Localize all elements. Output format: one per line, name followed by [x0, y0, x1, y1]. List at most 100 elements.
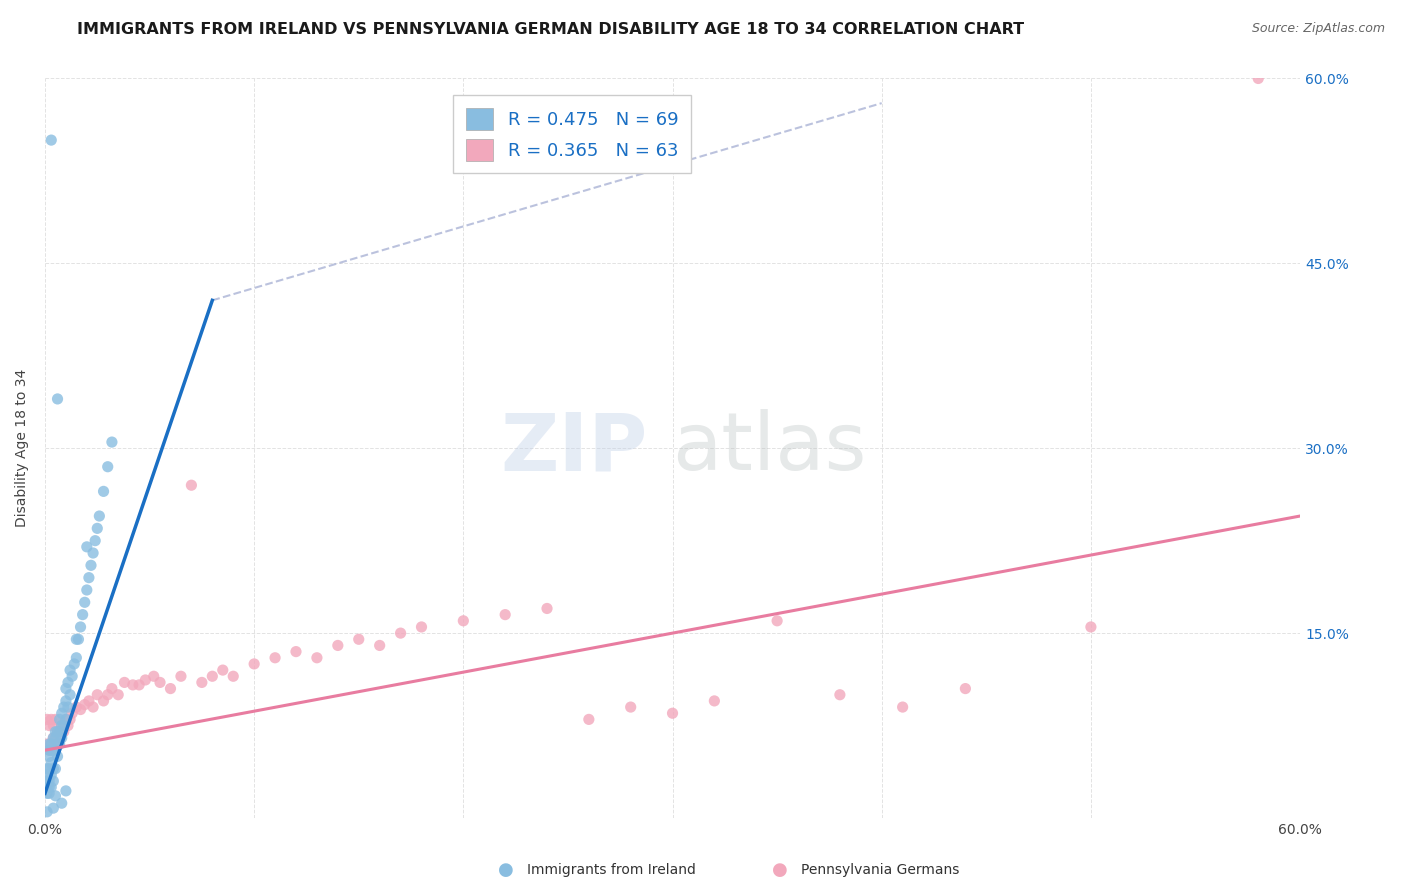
Point — [65, 632, 87, 647]
Point — [63, 657, 86, 671]
Point — [35, 805, 58, 819]
Point — [93, 484, 115, 499]
Point — [82, 546, 104, 560]
Point — [59, 712, 82, 726]
Point — [39, 768, 62, 782]
Point — [55, 712, 77, 726]
Point — [42, 718, 65, 732]
Text: atlas: atlas — [672, 409, 868, 487]
Point — [44, 731, 66, 745]
Point — [828, 688, 851, 702]
Point — [305, 650, 328, 665]
Point — [128, 678, 150, 692]
Point — [1247, 71, 1270, 86]
Point — [77, 571, 100, 585]
Point — [80, 558, 103, 573]
Point — [72, 607, 94, 622]
Point — [73, 698, 96, 712]
Point — [38, 780, 60, 794]
Point — [180, 478, 202, 492]
Point — [170, 669, 193, 683]
Point — [149, 675, 172, 690]
Point — [56, 718, 79, 732]
Point — [82, 700, 104, 714]
Point — [44, 737, 66, 751]
Point — [38, 762, 60, 776]
Point — [77, 694, 100, 708]
Point — [39, 737, 62, 751]
Point — [60, 669, 83, 683]
Text: Immigrants from Ireland: Immigrants from Ireland — [527, 863, 696, 877]
Point — [39, 133, 62, 147]
Point — [453, 614, 475, 628]
Point — [39, 756, 62, 770]
Point — [86, 521, 108, 535]
Point — [48, 712, 70, 726]
Point — [89, 509, 111, 524]
Point — [134, 673, 156, 687]
Point — [69, 620, 91, 634]
Text: ZIP: ZIP — [501, 409, 647, 487]
Point — [35, 762, 58, 776]
Point — [389, 626, 412, 640]
Point — [42, 774, 65, 789]
Point — [55, 694, 77, 708]
Point — [121, 678, 143, 692]
Point — [59, 688, 82, 702]
Point — [620, 700, 643, 714]
Text: IMMIGRANTS FROM IRELAND VS PENNSYLVANIA GERMAN DISABILITY AGE 18 TO 34 CORRELATI: IMMIGRANTS FROM IRELAND VS PENNSYLVANIA … — [77, 22, 1025, 37]
Point — [1080, 620, 1102, 634]
Point — [56, 675, 79, 690]
Point — [76, 582, 98, 597]
Point — [44, 789, 66, 803]
Point — [51, 706, 73, 721]
Text: ●: ● — [498, 861, 515, 879]
Point — [46, 392, 69, 406]
Point — [766, 614, 789, 628]
Point — [42, 762, 65, 776]
Point — [84, 533, 107, 548]
Point — [411, 620, 433, 634]
Text: Pennsylvania Germans: Pennsylvania Germans — [801, 863, 960, 877]
Point — [52, 724, 75, 739]
Point — [51, 731, 73, 745]
Point — [51, 718, 73, 732]
Point — [264, 650, 287, 665]
Point — [39, 780, 62, 794]
Point — [107, 688, 129, 702]
Point — [38, 774, 60, 789]
Point — [51, 796, 73, 810]
Point — [52, 700, 75, 714]
Point — [46, 724, 69, 739]
Point — [38, 737, 60, 751]
Point — [65, 700, 87, 714]
Legend: R = 0.475   N = 69, R = 0.365   N = 63: R = 0.475 N = 69, R = 0.365 N = 63 — [453, 95, 690, 173]
Point — [142, 669, 165, 683]
Point — [101, 681, 124, 696]
Point — [38, 718, 60, 732]
Point — [222, 669, 245, 683]
Point — [55, 784, 77, 798]
Text: ●: ● — [772, 861, 789, 879]
Point — [93, 694, 115, 708]
Point — [159, 681, 181, 696]
Point — [52, 718, 75, 732]
Point — [65, 650, 87, 665]
Point — [56, 700, 79, 714]
Point — [67, 632, 90, 647]
Point — [201, 669, 224, 683]
Point — [39, 743, 62, 757]
Point — [38, 749, 60, 764]
Point — [73, 595, 96, 609]
Point — [38, 743, 60, 757]
Point — [97, 688, 120, 702]
Point — [46, 749, 69, 764]
Point — [44, 724, 66, 739]
Point — [38, 786, 60, 800]
Point — [35, 780, 58, 794]
Point — [59, 663, 82, 677]
Point — [51, 718, 73, 732]
Point — [35, 768, 58, 782]
Point — [35, 786, 58, 800]
Point — [48, 731, 70, 745]
